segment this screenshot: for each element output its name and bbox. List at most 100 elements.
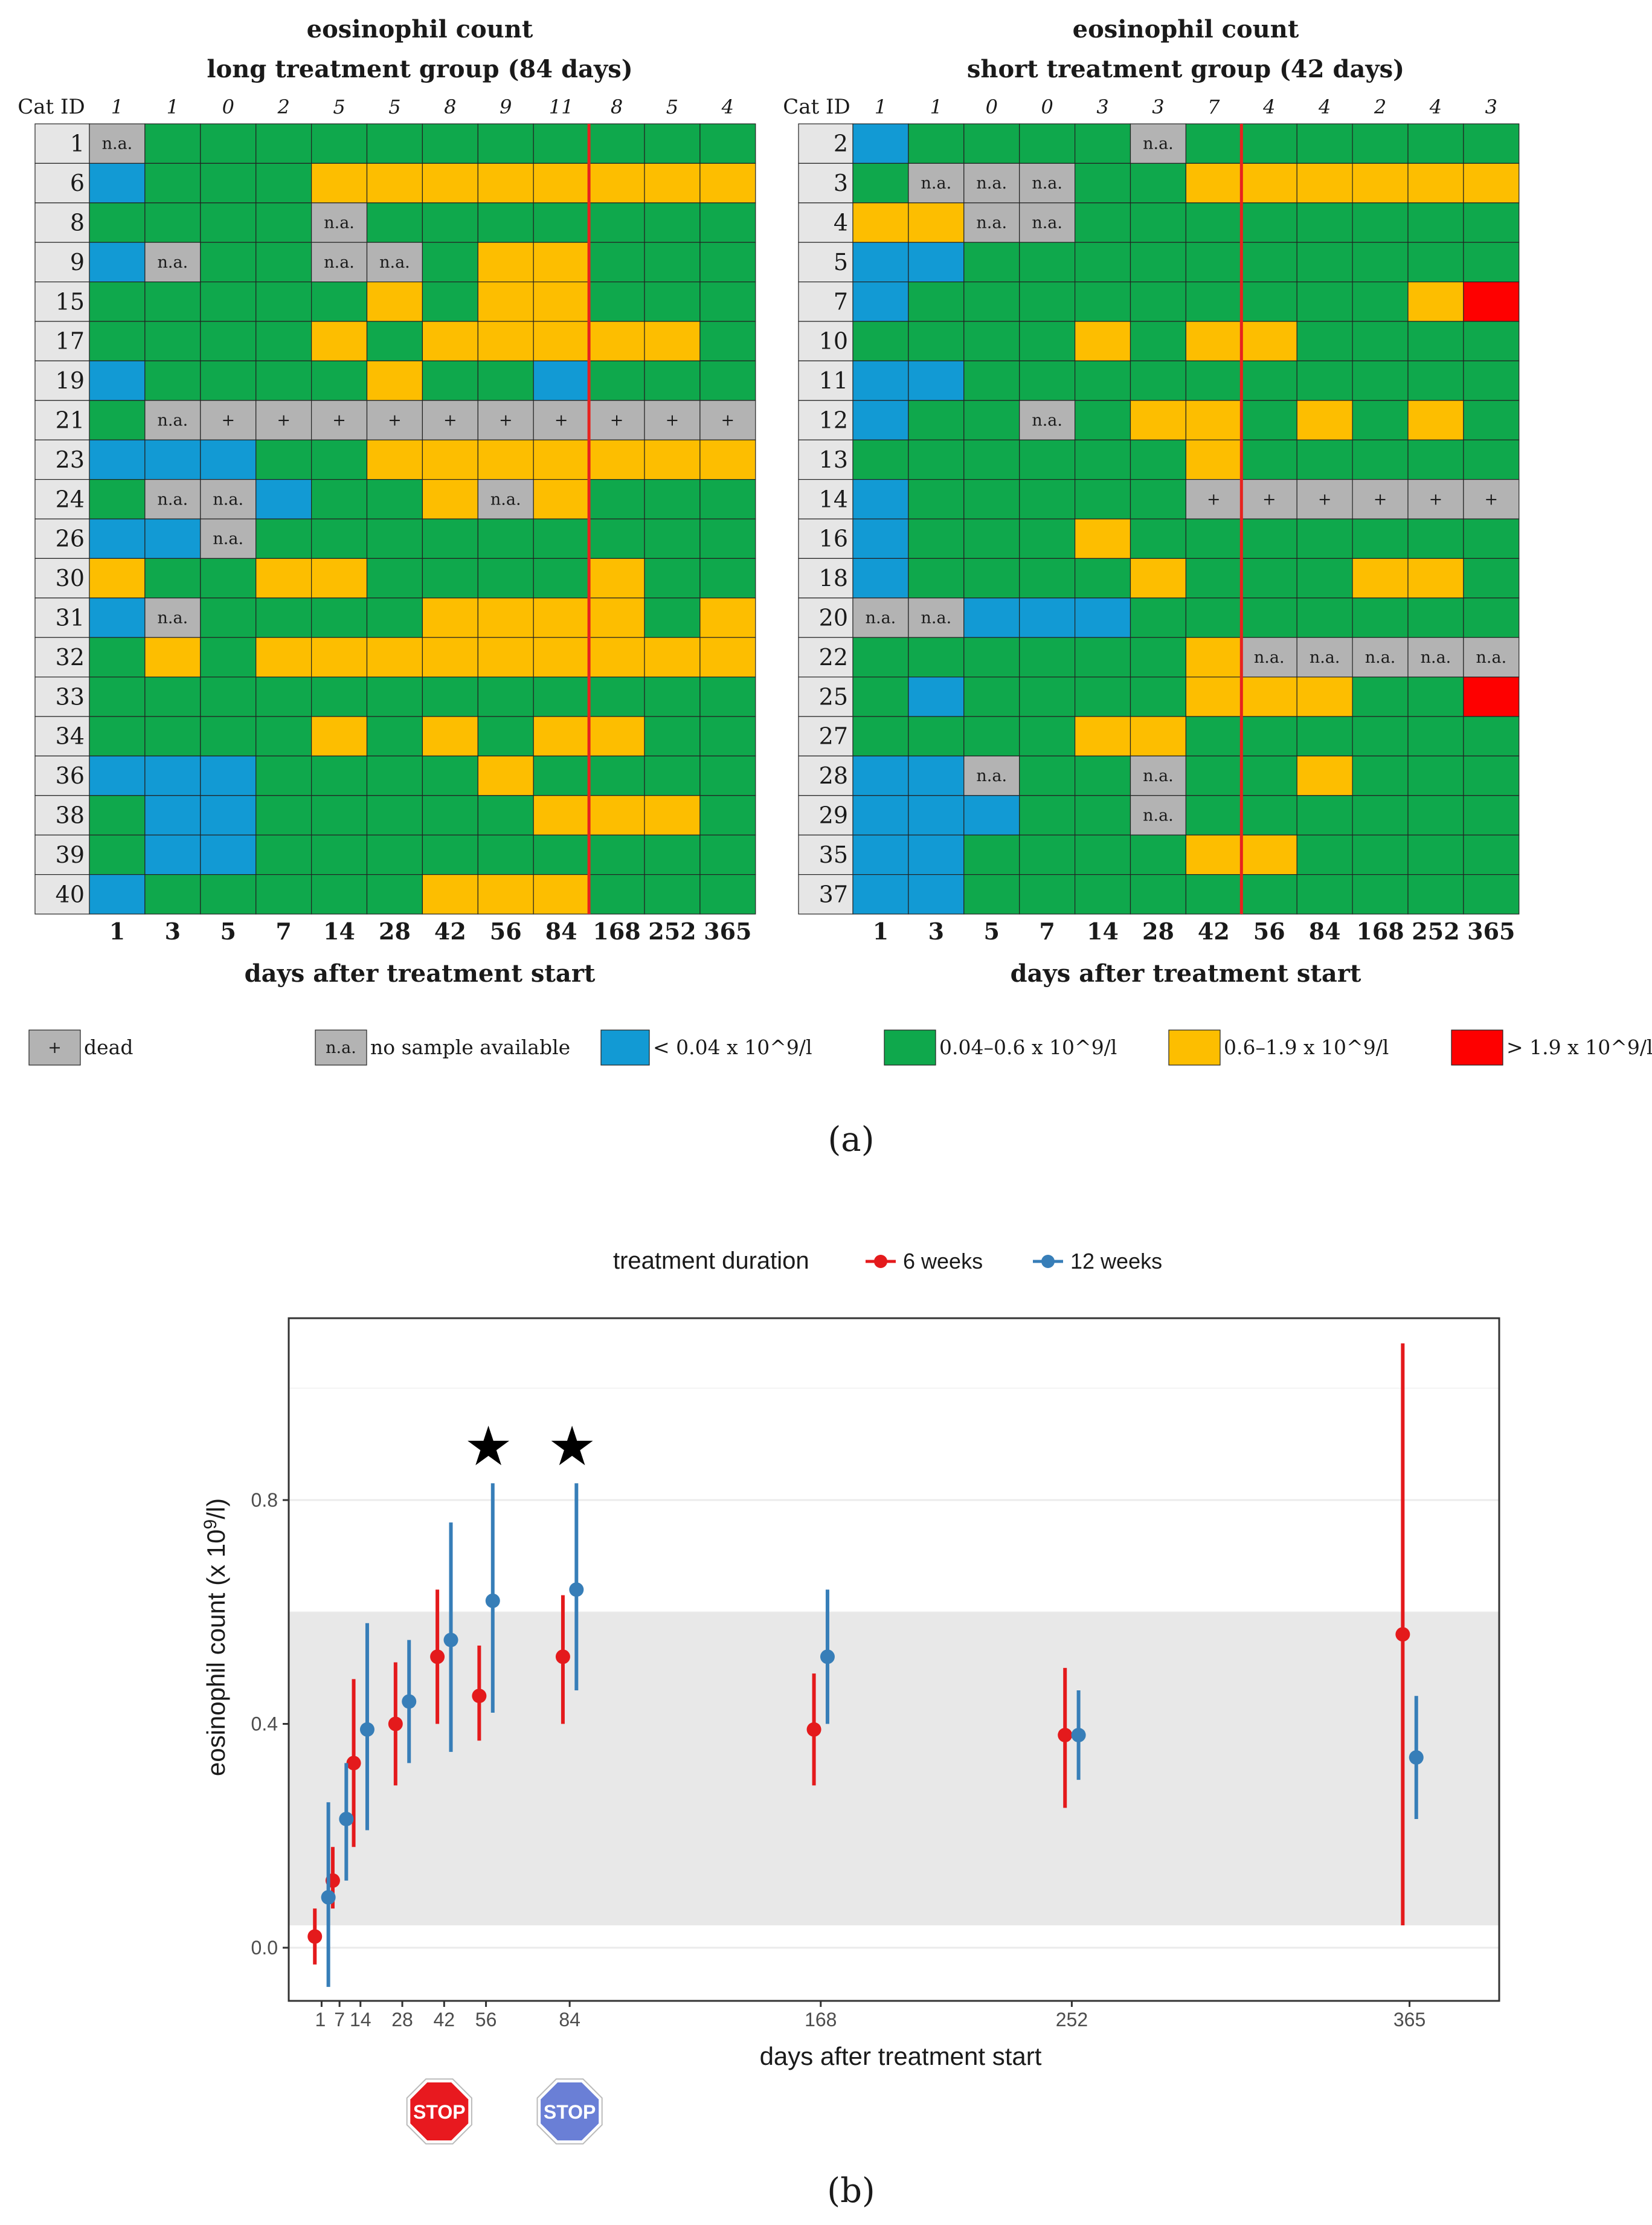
heatmap-long-cell (533, 282, 590, 322)
x-tick-label: 365 (1393, 2009, 1425, 2030)
heatmap-long-subtitle: long treatment group (84 days) (207, 55, 632, 83)
heatmap-long-cell (310, 676, 368, 717)
mean-point-12wk (485, 1593, 500, 1608)
heatmap-short-cell (1241, 439, 1297, 480)
heatmap-long-x-tick: 84 (545, 918, 577, 945)
heatmap-long-cell (588, 716, 645, 757)
heatmap-long-cell (422, 400, 478, 440)
stop-sign-icon (541, 2082, 599, 2140)
mean-point-6wk (1058, 1728, 1073, 1743)
heatmap-long-cell (588, 597, 645, 638)
heatmap-short-cell (1130, 597, 1187, 638)
heatmap-long-cell (422, 478, 478, 520)
legend-key-point (874, 1255, 887, 1268)
heatmap-short-cell (1296, 202, 1353, 243)
mean-point-6wk (555, 1649, 570, 1664)
heatmap-short-cell (1352, 834, 1409, 875)
heatmap-short-cell (963, 795, 1020, 836)
heatmap-long-row-label-bg (34, 716, 90, 757)
heatmap-short-cell (852, 518, 909, 559)
heatmap-long-row-label: 30 (56, 565, 85, 591)
heatmap-short-cell (1185, 834, 1242, 875)
heatmap-short-cell (1130, 400, 1187, 440)
heatmap-long-cell (200, 716, 257, 757)
heatmap-long-cell (144, 834, 201, 875)
heatmap-short-row-label: 16 (819, 526, 848, 552)
heatmap-short-cell (1463, 400, 1520, 440)
heatmap-short-cell (1407, 282, 1464, 322)
heatmap-short-cell (1296, 795, 1353, 836)
heatmap-long-row-label: 1 (70, 130, 85, 157)
heatmap-long-cell (144, 637, 201, 678)
heatmap-short-cell (1074, 518, 1131, 559)
heatmap-long-cell (699, 755, 756, 796)
heatmap-long-cell-text: + (277, 411, 291, 430)
heatmap-short-cell (963, 637, 1020, 678)
heatmap-short-cell-text: n.a. (1032, 174, 1062, 193)
heatmap-short-cell (1130, 202, 1187, 243)
heatmap-long-cell (533, 637, 590, 678)
heatmap-short-x-tick: 168 (1356, 918, 1404, 945)
heatmap-short-cell (908, 795, 965, 836)
y-tick-label: 0.4 (251, 1713, 278, 1735)
mean-point-12wk (359, 1722, 374, 1737)
heatmap-long-cell (310, 597, 368, 638)
heatmap-long-row-label-bg (34, 360, 90, 401)
heatmap-short-cell (1019, 874, 1076, 915)
heatmap-short-cell (963, 597, 1020, 638)
heatmap-long-cell (366, 795, 423, 836)
mean-point-12wk (820, 1649, 835, 1664)
heatmap-long-cell (310, 518, 368, 559)
heatmap-short-cell (1296, 282, 1353, 322)
heatmap-long-cell (200, 202, 257, 243)
heatmap-long-cell (144, 795, 201, 836)
heatmap-long-cell (644, 478, 701, 520)
heatmap-long-cell (644, 637, 701, 678)
heatmap-short-cell (908, 282, 965, 322)
heatmap-long-cell-text: n.a. (379, 253, 410, 272)
heatmap-long-cell (588, 795, 645, 836)
heatmap-long-cell (89, 637, 146, 678)
heatmap-long-cell (89, 321, 146, 362)
heatmap-long-cell (644, 518, 701, 559)
heatmap-short-row-label: 11 (819, 367, 848, 394)
heatmap-short-row-label-bg (798, 282, 853, 322)
heatmap-short-row-label: 5 (834, 249, 848, 275)
heatmap-short-cell (1463, 795, 1520, 836)
heatmap-long-cell (144, 518, 201, 559)
heatmap-short-cell (1074, 597, 1131, 638)
heatmap-short-cell-text: n.a. (866, 609, 896, 628)
heatmap-long-cell (422, 321, 478, 362)
heatmap-short-row-label: 13 (819, 446, 848, 473)
heatmap-short-top-count: 4 (1262, 95, 1275, 118)
heatmap-long-cell (533, 360, 590, 401)
heatmap-short-cell (1296, 360, 1353, 401)
heatmap-short-cell (1407, 716, 1464, 757)
heatmap-short-cell (1352, 755, 1409, 796)
heatmap-short-cell (963, 518, 1020, 559)
heatmap-short-cell-text: n.a. (1143, 767, 1174, 785)
heatmap-short-cell (1241, 676, 1297, 717)
heatmap-long-cell (533, 242, 590, 283)
heatmap-long-cell (699, 400, 756, 440)
heatmap-short-row-label: 37 (819, 881, 848, 907)
heatmap-long-cell (89, 676, 146, 717)
plot-ylabel: eosinophil count (x 109/l) (201, 1498, 230, 1776)
heatmap-long-row-label: 33 (56, 683, 85, 710)
heatmap-long-x-tick: 14 (323, 918, 355, 945)
heatmap-short-top-count: 4 (1429, 95, 1442, 118)
heatmap-long-cell (644, 163, 701, 204)
heatmap-short-row-label: 4 (834, 210, 848, 236)
heatmap-long-cell (310, 795, 368, 836)
heatmap-long-row-label: 24 (56, 486, 85, 512)
heatmap-long-cell (644, 202, 701, 243)
heatmap-long-cell (422, 202, 478, 243)
heatmap-long-cell (588, 242, 645, 283)
heatmap-short-cell (1074, 558, 1131, 599)
heatmap-long-cell (533, 123, 590, 164)
heatmap-short-cell (1019, 597, 1076, 638)
heatmap-long-cell (200, 637, 257, 678)
heatmap-short-cell-text: n.a. (1365, 648, 1396, 667)
heatmap-short-row-label-bg (798, 400, 853, 440)
heatmap-long-x-tick: 56 (490, 918, 522, 945)
